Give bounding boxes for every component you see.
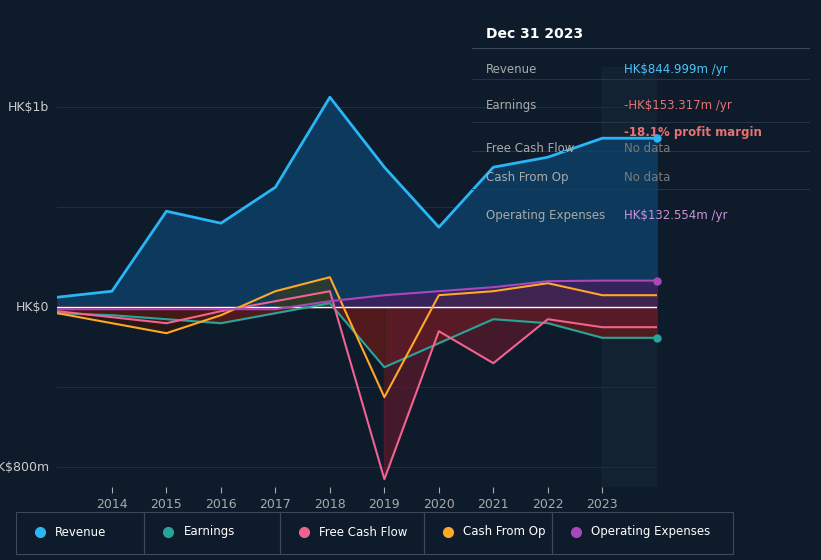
Text: Dec 31 2023: Dec 31 2023 — [485, 27, 583, 41]
Text: Earnings: Earnings — [183, 525, 235, 539]
Text: Earnings: Earnings — [485, 99, 537, 112]
Text: Operating Expenses: Operating Expenses — [485, 209, 605, 222]
Text: HK$0: HK$0 — [16, 301, 49, 314]
Bar — [603, 67, 657, 487]
Text: Revenue: Revenue — [55, 525, 107, 539]
Text: HK$1b: HK$1b — [8, 101, 49, 114]
Text: Cash From Op: Cash From Op — [485, 171, 568, 184]
Text: Free Cash Flow: Free Cash Flow — [319, 525, 408, 539]
Text: No data: No data — [624, 171, 670, 184]
Text: -HK$153.317m /yr: -HK$153.317m /yr — [624, 99, 732, 112]
Text: Revenue: Revenue — [485, 63, 537, 76]
Text: HK$844.999m /yr: HK$844.999m /yr — [624, 63, 727, 76]
Text: Free Cash Flow: Free Cash Flow — [485, 142, 574, 155]
Text: Cash From Op: Cash From Op — [463, 525, 545, 539]
Text: -HK$800m: -HK$800m — [0, 461, 49, 474]
Text: No data: No data — [624, 142, 670, 155]
Text: Operating Expenses: Operating Expenses — [591, 525, 710, 539]
Text: -18.1% profit margin: -18.1% profit margin — [624, 126, 761, 139]
Text: HK$132.554m /yr: HK$132.554m /yr — [624, 209, 727, 222]
